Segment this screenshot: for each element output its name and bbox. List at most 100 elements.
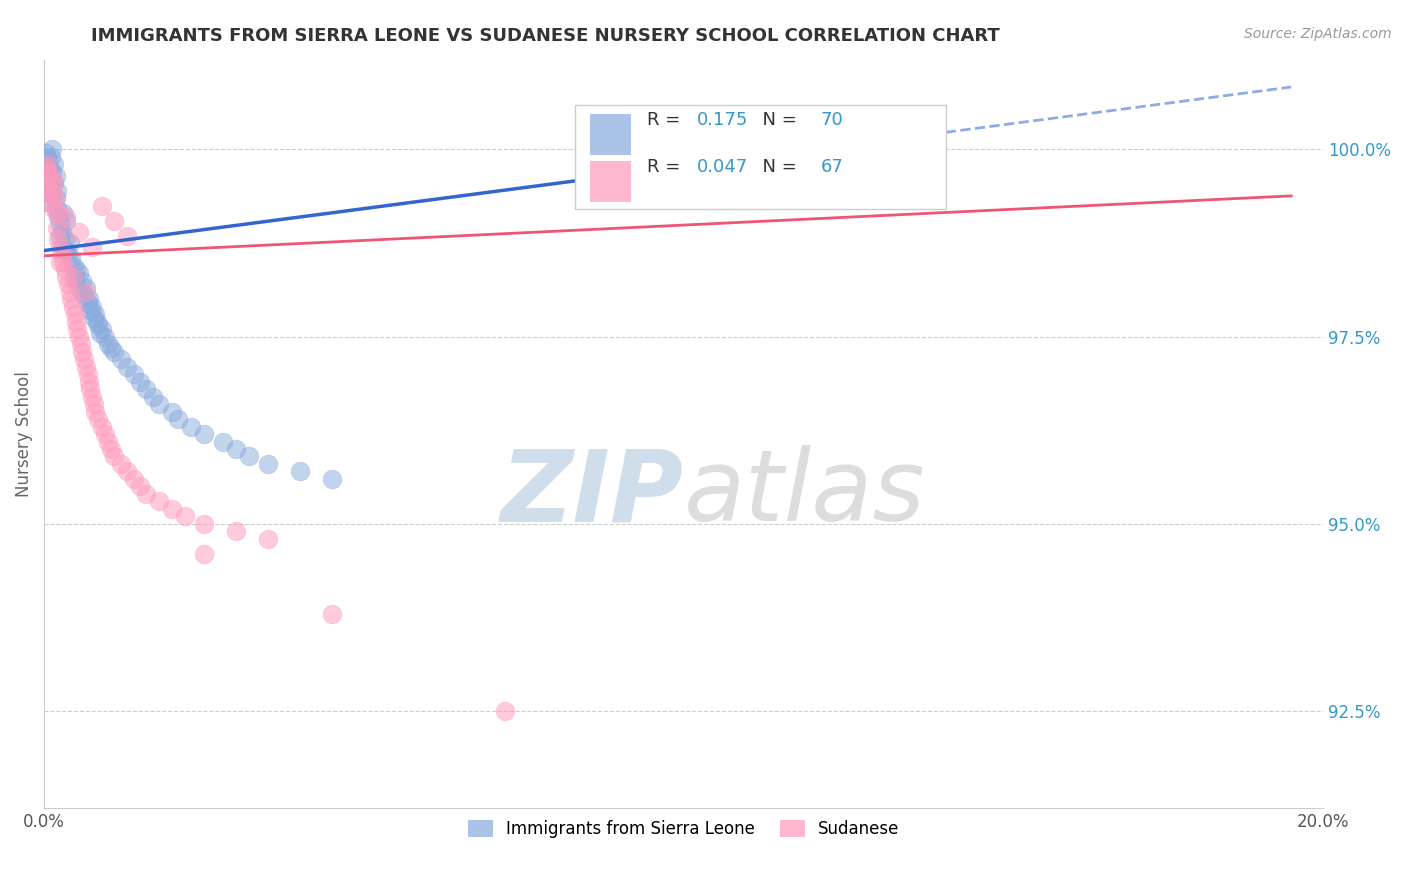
Point	[45, 184, 67, 198]
Point	[193, 516, 215, 531]
Point	[494, 704, 516, 718]
Point	[63, 269, 86, 284]
Point	[76, 296, 98, 310]
Point	[225, 524, 247, 539]
Point	[225, 442, 247, 456]
Point	[103, 344, 125, 359]
Point	[84, 404, 107, 418]
Point	[53, 262, 76, 277]
Point	[42, 202, 65, 217]
Point	[41, 165, 63, 179]
Point	[97, 337, 120, 351]
Point	[75, 281, 97, 295]
Point	[53, 232, 76, 246]
Point	[75, 285, 97, 299]
Point	[87, 318, 110, 333]
Point	[46, 232, 69, 246]
Point	[35, 169, 58, 183]
Point	[84, 307, 107, 321]
Point	[45, 221, 67, 235]
Point	[90, 199, 112, 213]
Point	[58, 247, 80, 261]
Point	[45, 206, 67, 220]
Point	[193, 547, 215, 561]
Point	[42, 157, 65, 171]
Point	[117, 465, 139, 479]
Text: atlas: atlas	[683, 445, 925, 542]
Point	[129, 375, 152, 389]
Point	[38, 161, 60, 176]
Point	[97, 434, 120, 449]
Point	[39, 172, 62, 186]
Point	[66, 322, 89, 336]
Point	[83, 310, 105, 325]
Point	[46, 210, 69, 224]
Point	[122, 367, 145, 381]
Point	[58, 277, 80, 292]
Text: IMMIGRANTS FROM SIERRA LEONE VS SUDANESE NURSERY SCHOOL CORRELATION CHART: IMMIGRANTS FROM SIERRA LEONE VS SUDANESE…	[91, 27, 1000, 45]
Text: 0.175: 0.175	[696, 111, 748, 128]
Point	[321, 607, 343, 621]
Point	[55, 269, 77, 284]
Point	[89, 326, 111, 340]
Point	[117, 228, 139, 243]
Point	[148, 494, 170, 508]
Point	[142, 390, 165, 404]
Point	[59, 285, 82, 299]
Point	[94, 427, 117, 442]
Text: 67: 67	[821, 159, 844, 177]
Point	[37, 157, 59, 171]
Point	[288, 465, 311, 479]
Point	[45, 191, 67, 205]
Point	[38, 180, 60, 194]
Point	[37, 180, 59, 194]
Point	[52, 254, 75, 268]
Point	[55, 244, 77, 258]
Point	[148, 397, 170, 411]
Point	[193, 427, 215, 442]
Point	[38, 194, 60, 209]
Point	[75, 359, 97, 374]
Point	[73, 288, 96, 302]
Point	[70, 285, 93, 299]
Point	[80, 390, 103, 404]
Y-axis label: Nursery School: Nursery School	[15, 371, 32, 497]
Point	[129, 479, 152, 493]
Point	[59, 251, 82, 265]
Point	[37, 172, 59, 186]
Point	[135, 382, 157, 396]
Point	[38, 163, 60, 178]
Text: N =: N =	[751, 159, 803, 177]
Point	[62, 300, 84, 314]
Point	[65, 262, 87, 277]
Point	[87, 412, 110, 426]
Point	[72, 344, 94, 359]
Text: R =: R =	[647, 159, 686, 177]
Point	[77, 375, 100, 389]
Point	[94, 329, 117, 343]
Point	[70, 337, 93, 351]
Point	[45, 202, 67, 217]
Point	[37, 194, 59, 209]
Point	[52, 240, 75, 254]
Text: ZIP: ZIP	[501, 445, 683, 542]
Point	[41, 187, 63, 202]
Point	[35, 161, 58, 176]
Point	[100, 341, 122, 355]
Point	[257, 457, 280, 471]
Point	[65, 315, 87, 329]
Bar	[591, 114, 631, 155]
Point	[86, 315, 108, 329]
Point	[76, 367, 98, 381]
Point	[66, 277, 89, 292]
Point	[59, 235, 82, 250]
Point	[160, 502, 183, 516]
Point	[49, 218, 72, 232]
Point	[55, 213, 77, 227]
Point	[100, 442, 122, 456]
Point	[90, 322, 112, 336]
Point	[103, 450, 125, 464]
Point	[42, 176, 65, 190]
Point	[35, 152, 58, 166]
Text: R =: R =	[647, 111, 686, 128]
